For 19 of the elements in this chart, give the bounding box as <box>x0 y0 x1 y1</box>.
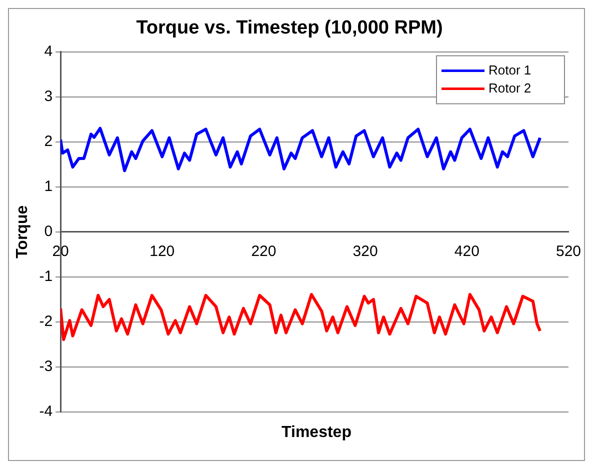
x-tick-label: 120 <box>150 243 175 260</box>
legend-label: Rotor 1 <box>488 62 532 78</box>
legend-label: Rotor 2 <box>488 80 532 96</box>
y-tick-label: 4 <box>44 42 53 60</box>
chart-title: Torque vs. Timestep (10,000 RPM) <box>136 18 443 39</box>
x-tick-label: 420 <box>454 243 480 260</box>
x-axis-title: Timestep <box>280 424 352 442</box>
y-tick-label: 0 <box>44 223 53 240</box>
x-tick-label: 520 <box>556 243 581 260</box>
y-tick-label: 1 <box>44 178 53 196</box>
x-tick-label: 320 <box>352 243 378 260</box>
x-tick-label: 220 <box>251 243 276 260</box>
y-tick-label: -3 <box>39 358 53 376</box>
y-tick-label: 2 <box>44 132 53 150</box>
y-axis-title: Torque <box>14 205 32 258</box>
y-tick-label: -2 <box>39 313 53 330</box>
y-tick-label: -4 <box>39 403 53 420</box>
y-tick-label: -1 <box>39 268 53 286</box>
y-tick-label: 3 <box>44 88 53 105</box>
